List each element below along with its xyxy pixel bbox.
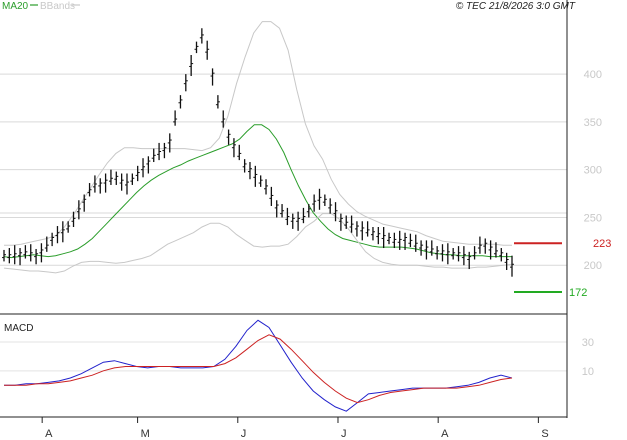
price-panel-series: [2, 21, 514, 277]
copyright-credit: © TEC 21/8/2026 3:0 GMT: [456, 1, 576, 12]
axis-tick-labels: 200 250 300 350 400 10 30 A M J J A S: [41, 69, 602, 440]
legend-bbands: BBands: [40, 1, 75, 12]
x-tick-label: J: [241, 428, 247, 440]
macd-panel-title: MACD: [4, 323, 33, 334]
macd-panel-series: [4, 319, 513, 412]
price-tick-label: 400: [584, 69, 602, 81]
bbands-lower-line: [3, 213, 513, 274]
support-resistance-levels: 223 172: [514, 238, 611, 299]
legend-ma20: MA20: [2, 1, 29, 12]
x-tick-label: A: [45, 428, 53, 440]
x-tick-label: S: [541, 428, 548, 440]
support-level-label: 172: [569, 287, 587, 299]
resistance-level-label: 223: [593, 238, 611, 250]
price-tick-label: 250: [584, 212, 602, 224]
x-tick-label: M: [141, 428, 150, 440]
price-tick-label: 350: [584, 117, 602, 129]
price-tick-label: 300: [584, 165, 602, 177]
ma20-line: [3, 124, 512, 259]
price-tick-label: 200: [584, 260, 602, 272]
bbands-upper-line: [4, 21, 512, 246]
macd-signal-line: [4, 334, 513, 404]
macd-tick-label: 30: [582, 337, 594, 349]
x-tick-label: A: [441, 428, 449, 440]
macd-tick-label: 10: [582, 366, 594, 378]
chart-gridlines: [0, 0, 568, 418]
x-tick-label: J: [341, 428, 347, 440]
macd-line: [4, 319, 513, 412]
